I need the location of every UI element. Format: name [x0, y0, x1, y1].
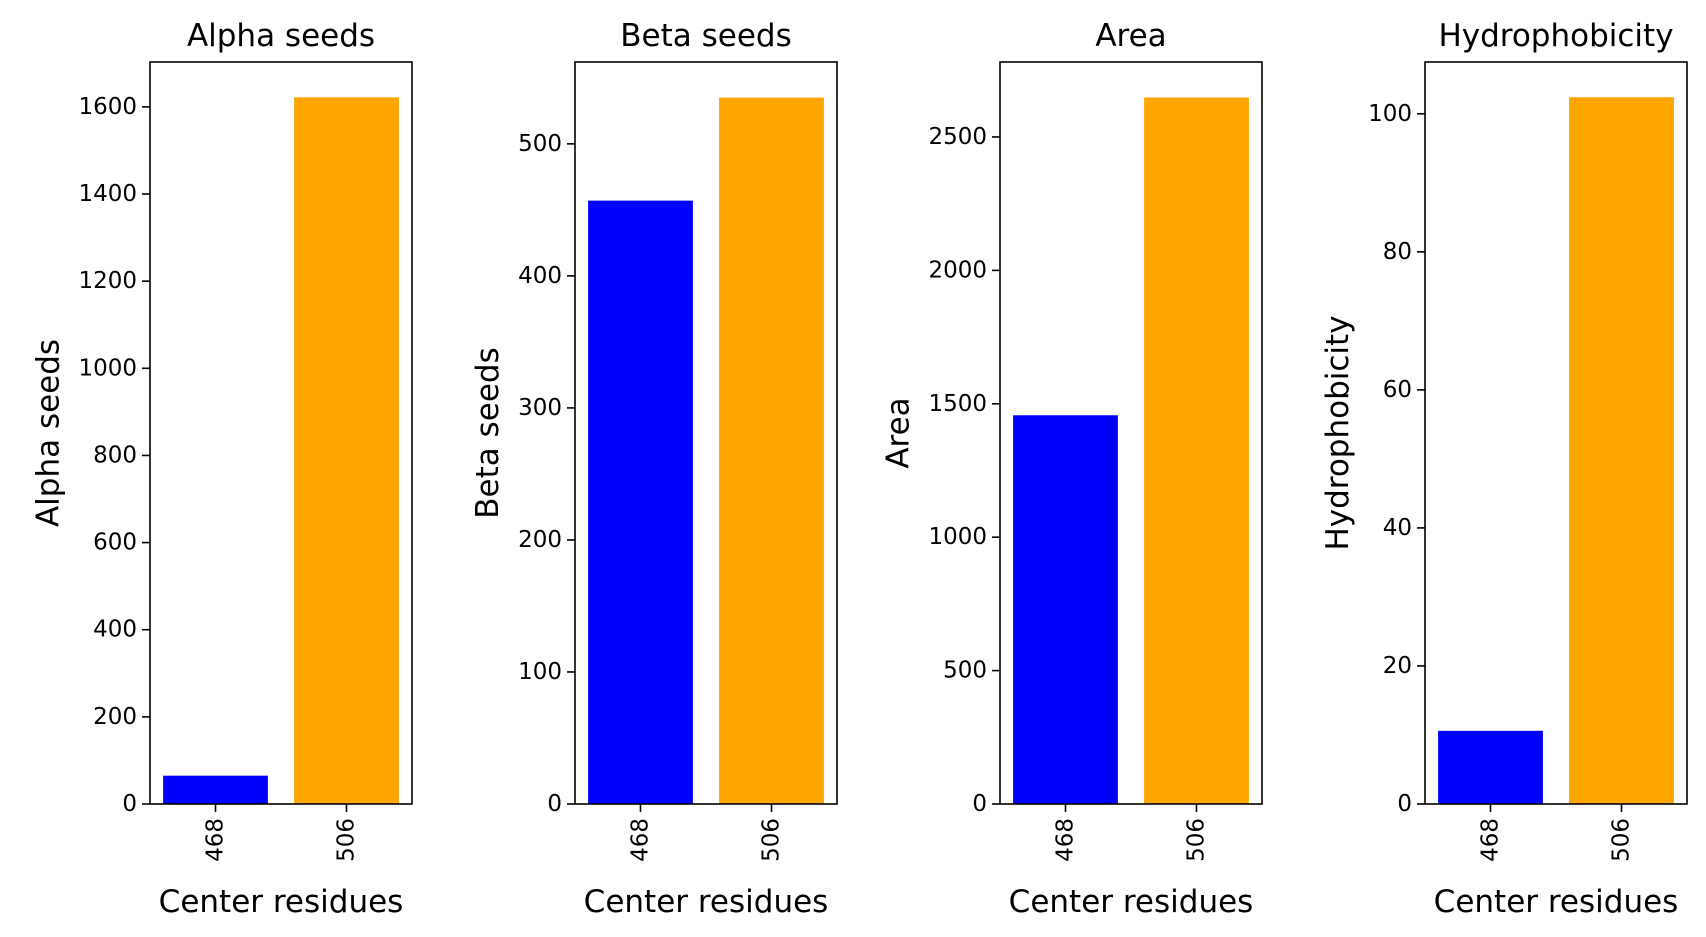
x-tick-label: 468	[628, 818, 654, 862]
plot-frame	[1424, 61, 1688, 805]
x-axis-label: Center residues	[584, 884, 829, 920]
y-axis-label: Hydrophobicity	[1320, 315, 1356, 550]
y-tick-label: 40	[1383, 515, 1412, 541]
y-tick-label: 1000	[928, 524, 987, 550]
bar-468	[588, 200, 693, 805]
chart-title: Beta seeds	[620, 18, 791, 54]
x-tick-label: 468	[1053, 818, 1079, 862]
bar-468	[163, 775, 268, 804]
y-tick-label: 500	[943, 658, 987, 684]
y-tick-label: 2500	[928, 124, 987, 150]
chart-title: Area	[1095, 18, 1166, 54]
y-tick-label: 0	[972, 791, 987, 817]
x-tick-label: 506	[759, 818, 785, 862]
y-axis-label: Alpha seeds	[31, 339, 67, 527]
x-tick-label: 506	[1184, 818, 1210, 862]
y-tick-label: 1600	[78, 94, 137, 120]
y-tick-label: 800	[93, 442, 137, 468]
y-tick-label: 200	[93, 704, 137, 730]
chart-panel-3: 0 500 1000 1500 2000 2500 468 506 Area Center res…	[881, 18, 1263, 920]
y-tick-label: 400	[93, 617, 137, 643]
y-tick-label: 1500	[928, 391, 987, 417]
chart-title: Alpha seeds	[187, 18, 375, 54]
y-tick-label: 2000	[928, 257, 987, 283]
bar-506	[1569, 97, 1674, 805]
x-axis-label: Center residues	[1434, 884, 1679, 920]
chart-panel-2: 0 100 200 300 400 500 468 506 Beta seeds Center r…	[470, 18, 838, 920]
y-tick-label: 80	[1383, 239, 1412, 265]
y-tick-label: 1200	[78, 268, 137, 294]
x-axis-label: Center residues	[1009, 884, 1254, 920]
y-tick-label: 300	[518, 395, 562, 421]
y-tick-label: 1400	[78, 181, 137, 207]
y-tick-label: 100	[1368, 101, 1412, 127]
y-tick-label: 0	[122, 791, 137, 817]
bar-468	[1438, 730, 1543, 804]
plot-frame	[999, 61, 1263, 805]
y-tick-label: 20	[1383, 653, 1412, 679]
chart-panel-1: 0 200 400 600 800 1000 1200 1400 1600 468 506 Alpha…	[31, 18, 413, 920]
y-tick-label: 100	[518, 659, 562, 685]
y-axis-label: Area	[881, 397, 917, 468]
x-tick-label: 506	[334, 818, 360, 862]
plot-frame	[574, 61, 838, 805]
y-tick-label: 500	[518, 131, 562, 157]
y-tick-label: 0	[1397, 791, 1412, 817]
bar-506	[294, 97, 399, 804]
bar-468	[1013, 415, 1118, 804]
y-axis-label: Beta seeds	[470, 347, 506, 518]
y-tick-label: 200	[518, 527, 562, 553]
chart-panel-4: 0 20 40 60 80 100 468 506 Hydrophobicity Center r…	[1320, 18, 1688, 920]
y-tick-label: 1000	[78, 355, 137, 381]
x-tick-label: 468	[203, 818, 229, 862]
x-axis-label: Center residues	[159, 884, 404, 920]
y-tick-label: 60	[1383, 377, 1412, 403]
y-tick-label: 0	[547, 791, 562, 817]
bar-506	[719, 97, 824, 804]
x-tick-label: 506	[1609, 818, 1635, 862]
plot-frame	[149, 61, 413, 805]
y-tick-label: 600	[93, 530, 137, 556]
bar-506	[1144, 97, 1249, 805]
chart-title: Hydrophobicity	[1438, 18, 1673, 54]
x-tick-label: 468	[1478, 818, 1504, 862]
y-tick-label: 400	[518, 263, 562, 289]
